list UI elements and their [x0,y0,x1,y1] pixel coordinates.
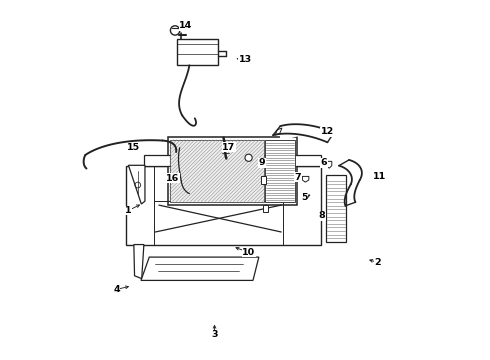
Text: 17: 17 [222,143,236,152]
Text: 4: 4 [113,285,120,294]
Text: 10: 10 [242,248,255,257]
Polygon shape [265,140,295,202]
Polygon shape [168,137,297,205]
Polygon shape [302,176,309,182]
Text: 5: 5 [301,193,307,202]
Polygon shape [134,244,144,279]
Text: 15: 15 [126,143,140,152]
Text: 8: 8 [318,211,325,220]
Polygon shape [326,175,346,242]
Text: 9: 9 [259,158,266,167]
Polygon shape [275,128,282,135]
Polygon shape [128,165,145,204]
Polygon shape [144,155,321,166]
Polygon shape [261,176,267,184]
Polygon shape [170,140,264,202]
Text: 1: 1 [125,206,132,215]
Polygon shape [177,40,218,65]
Polygon shape [126,166,321,244]
Text: 2: 2 [374,258,381,267]
Text: 6: 6 [320,158,327,167]
Text: 7: 7 [295,173,301,182]
Text: 11: 11 [373,172,386,181]
Text: 3: 3 [211,330,218,339]
Circle shape [245,154,252,161]
Polygon shape [141,257,259,280]
Text: 13: 13 [239,55,251,64]
Text: 16: 16 [166,174,179,183]
Text: 14: 14 [179,21,193,30]
Polygon shape [323,161,332,168]
Text: 12: 12 [321,127,334,136]
Polygon shape [263,205,268,212]
